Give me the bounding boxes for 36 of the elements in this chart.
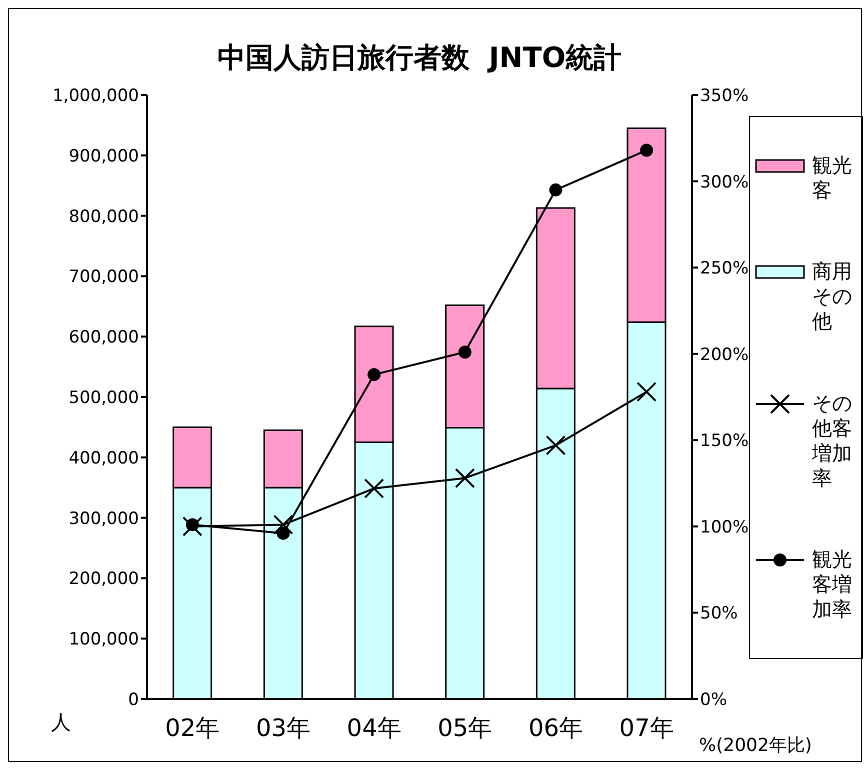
- x-tick-label: 05年: [438, 714, 492, 742]
- y-tick-label: 400,000: [68, 448, 139, 468]
- legend-label: 観光客: [812, 153, 853, 204]
- y2-tick-label: 50%: [700, 604, 738, 624]
- y2-tick-label: 0%: [700, 690, 727, 710]
- y-tick-label: 0: [128, 690, 139, 710]
- y-tick-label: 800,000: [68, 206, 139, 227]
- y-tick-label: 300,000: [68, 508, 139, 529]
- point: [458, 346, 472, 359]
- point: [368, 368, 381, 382]
- x-tick-label: 03年: [256, 714, 311, 742]
- legend-label: 観光客増加率: [812, 546, 853, 622]
- y-tick-label: 100,000: [68, 630, 139, 650]
- y-tick-label: 900,000: [68, 146, 139, 166]
- y2-tick-label: 200%: [700, 344, 749, 365]
- y-tick-label: 200,000: [68, 569, 139, 590]
- y2-tick-label: 100%: [700, 517, 749, 538]
- y-tick-label: 1,000,000: [52, 86, 139, 106]
- y-tick-label: 500,000: [68, 388, 139, 408]
- x-tick-label: 04年: [346, 714, 402, 742]
- y-axis-title: 人: [51, 709, 71, 736]
- y2-tick-label: 300%: [700, 172, 749, 192]
- point: [549, 183, 562, 196]
- chart-title: 中国人訪日旅行者数 JNTO統計: [216, 40, 623, 76]
- y2-tick-label: 350%: [700, 86, 749, 106]
- y-tick-label: 600,000: [68, 328, 139, 348]
- y2-axis-title: %(2002年比): [699, 734, 812, 757]
- x-tick-label: 06年: [528, 714, 584, 742]
- point: [640, 144, 654, 157]
- legend-label: 商用その他: [812, 259, 853, 334]
- x-tick-label: 02年: [165, 714, 220, 742]
- y2-tick-label: 250%: [700, 258, 749, 279]
- y2-tick-label: 150%: [700, 431, 749, 452]
- x-tick-label: 07年: [619, 714, 674, 742]
- legend-label: その他客増加率: [812, 390, 853, 491]
- y-tick-label: 700,000: [68, 267, 139, 288]
